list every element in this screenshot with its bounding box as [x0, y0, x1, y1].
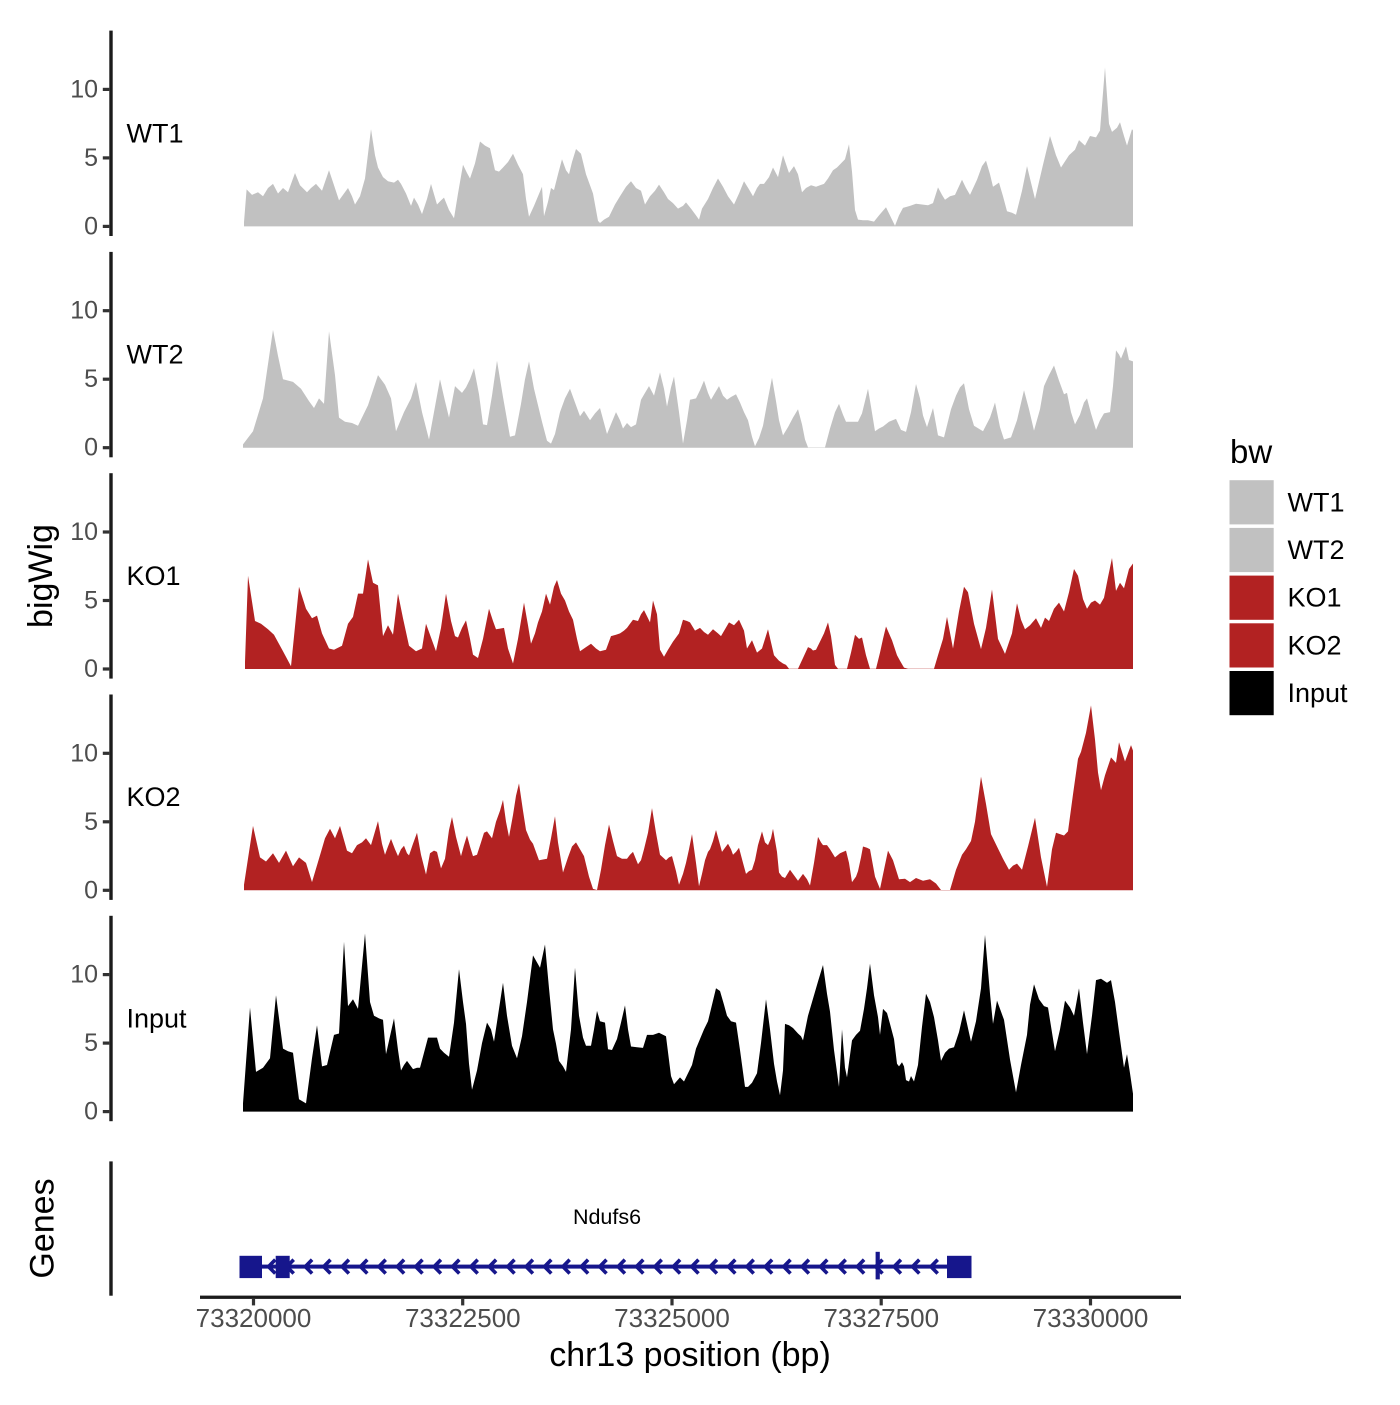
svg-text:5: 5 — [84, 144, 98, 172]
svg-text:KO1: KO1 — [1288, 583, 1342, 613]
svg-text:73327500: 73327500 — [823, 1303, 939, 1333]
svg-text:10: 10 — [70, 297, 98, 325]
svg-text:73330000: 73330000 — [1033, 1303, 1149, 1333]
svg-text:10: 10 — [70, 75, 98, 103]
svg-text:WT1: WT1 — [1288, 487, 1345, 517]
svg-text:10: 10 — [70, 518, 98, 546]
svg-text:0: 0 — [84, 876, 98, 904]
svg-text:Ndufs6: Ndufs6 — [573, 1205, 641, 1229]
svg-text:73325000: 73325000 — [614, 1303, 730, 1333]
svg-text:10: 10 — [70, 961, 98, 989]
svg-text:KO1: KO1 — [127, 561, 181, 591]
svg-text:bigWig: bigWig — [22, 524, 60, 628]
svg-text:73320000: 73320000 — [196, 1303, 312, 1333]
svg-text:KO2: KO2 — [1288, 630, 1342, 660]
svg-text:5: 5 — [84, 1029, 98, 1057]
svg-text:10: 10 — [70, 739, 98, 767]
svg-text:Genes: Genes — [24, 1178, 62, 1278]
svg-text:chr13 position (bp): chr13 position (bp) — [549, 1336, 831, 1374]
svg-text:5: 5 — [84, 808, 98, 836]
svg-text:Input: Input — [1288, 678, 1349, 708]
svg-text:5: 5 — [84, 365, 98, 393]
svg-text:0: 0 — [84, 212, 98, 240]
svg-text:0: 0 — [84, 655, 98, 683]
svg-text:bw: bw — [1230, 433, 1272, 470]
svg-text:Input: Input — [127, 1004, 188, 1034]
svg-text:0: 0 — [84, 1098, 98, 1126]
svg-text:WT2: WT2 — [127, 340, 184, 370]
svg-text:WT2: WT2 — [1288, 535, 1345, 565]
svg-text:WT1: WT1 — [127, 118, 184, 148]
svg-text:73322500: 73322500 — [405, 1303, 521, 1333]
svg-text:0: 0 — [84, 434, 98, 462]
svg-text:5: 5 — [84, 587, 98, 615]
svg-text:KO2: KO2 — [127, 782, 181, 812]
